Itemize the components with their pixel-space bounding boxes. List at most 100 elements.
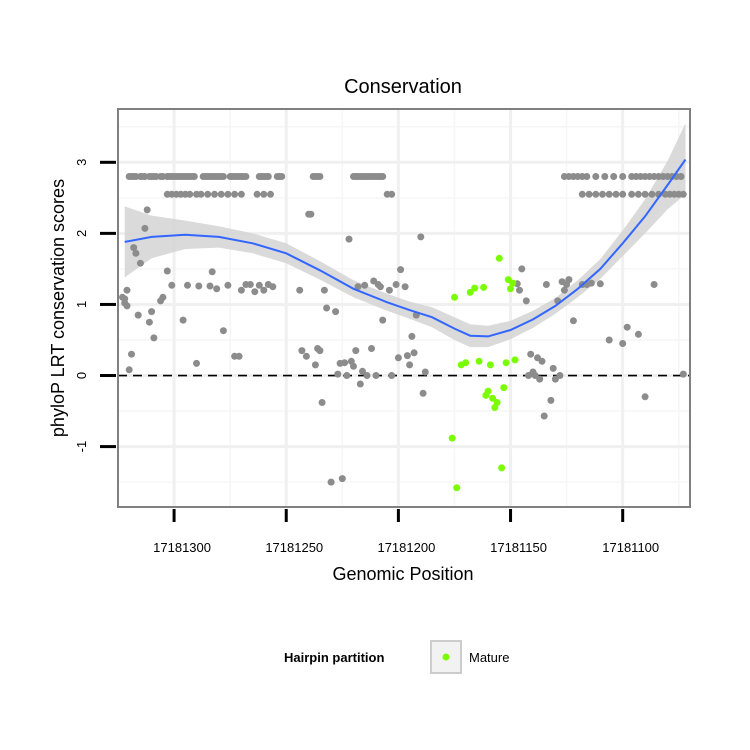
other-point	[388, 372, 396, 379]
other-point	[235, 352, 243, 360]
other-point	[213, 285, 221, 293]
other-point	[634, 190, 642, 198]
other-point	[379, 173, 387, 180]
other-point	[302, 352, 310, 360]
y-tick-label: 3	[74, 159, 89, 166]
legend: Hairpin partition Mature	[284, 640, 509, 674]
other-point	[394, 354, 402, 362]
mature-point	[493, 399, 501, 406]
other-point	[679, 190, 687, 198]
mature-point	[507, 285, 514, 293]
mature-point	[500, 384, 508, 392]
other-point	[231, 190, 239, 198]
y-tick-label: 0	[74, 372, 89, 379]
other-point	[641, 190, 649, 198]
mature-point	[486, 361, 494, 369]
other-point	[610, 173, 618, 180]
other-point	[132, 249, 140, 257]
other-point	[417, 233, 425, 241]
other-point	[255, 281, 263, 289]
other-point	[516, 286, 523, 294]
other-point	[148, 308, 156, 316]
other-point	[542, 281, 550, 288]
other-point	[522, 297, 530, 305]
other-point	[612, 190, 620, 198]
other-point	[143, 206, 151, 214]
other-point	[350, 362, 357, 370]
other-point	[368, 345, 375, 352]
other-point	[356, 380, 364, 388]
other-point	[361, 281, 369, 289]
other-point	[128, 350, 135, 358]
other-point	[569, 317, 577, 325]
other-point	[150, 334, 158, 342]
other-point	[650, 281, 658, 288]
other-point	[556, 372, 564, 379]
other-point	[392, 281, 400, 288]
other-point	[345, 235, 353, 243]
other-point	[338, 475, 346, 483]
other-point	[130, 244, 138, 252]
other-point	[354, 283, 362, 291]
confidence-ribbon	[124, 123, 686, 348]
other-point	[242, 173, 250, 180]
other-point	[379, 316, 387, 324]
other-point	[359, 367, 366, 375]
other-point	[583, 173, 591, 180]
other-point	[619, 190, 627, 198]
other-point	[224, 190, 232, 198]
other-point	[163, 267, 171, 275]
other-point	[186, 190, 194, 198]
other-point	[184, 281, 191, 289]
other-point	[587, 279, 595, 287]
other-point	[204, 190, 212, 198]
other-point	[527, 350, 535, 358]
other-point	[410, 349, 418, 357]
other-point	[296, 286, 304, 294]
other-point	[211, 190, 218, 198]
other-point	[385, 286, 393, 294]
other-point	[634, 330, 642, 338]
other-point	[601, 173, 609, 180]
x-tick-label: 17181100	[602, 540, 659, 555]
other-point	[677, 173, 685, 180]
other-point	[193, 359, 200, 367]
other-point	[596, 280, 604, 288]
y-axis: -1 0 1 2 3	[74, 159, 116, 452]
other-point	[246, 281, 254, 288]
other-point	[208, 268, 216, 276]
other-point	[352, 347, 360, 355]
other-point	[267, 190, 274, 198]
other-point	[123, 286, 131, 294]
other-point	[316, 347, 324, 355]
other-point	[578, 190, 586, 198]
mature-point	[498, 464, 506, 472]
other-point	[260, 286, 268, 294]
other-point	[251, 288, 259, 296]
other-point	[334, 370, 342, 378]
other-point	[408, 332, 416, 340]
mature-point	[484, 387, 492, 395]
other-point	[592, 190, 600, 198]
other-point	[421, 368, 429, 376]
other-point	[343, 372, 351, 379]
other-point	[549, 364, 557, 372]
other-point	[401, 283, 409, 291]
y-axis-title: phyloP LRT conservation scores	[48, 179, 68, 437]
other-point	[540, 412, 548, 420]
other-point	[318, 399, 326, 406]
x-tick-label: 17181300	[153, 540, 211, 555]
other-point	[123, 302, 131, 310]
other-point	[372, 372, 380, 379]
other-point	[260, 190, 268, 198]
mature-point	[495, 254, 503, 262]
other-point	[547, 396, 555, 404]
legend-mature-dot	[442, 653, 450, 661]
mature-point	[489, 394, 497, 402]
other-point	[323, 304, 331, 312]
other-point	[190, 173, 198, 180]
other-point	[623, 323, 631, 331]
other-point	[136, 259, 144, 267]
other-point	[237, 286, 245, 294]
